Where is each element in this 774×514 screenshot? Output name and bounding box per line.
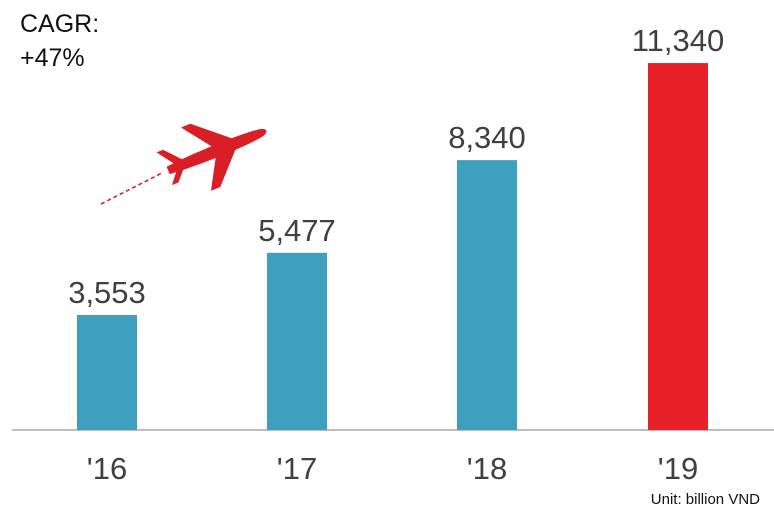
x-tick-label-2: '17 xyxy=(277,451,317,486)
bar-4 xyxy=(648,63,708,430)
cagr-value: +47% xyxy=(20,44,85,72)
value-label-2: 5,477 xyxy=(258,213,336,248)
bar-2 xyxy=(267,252,327,430)
x-tick-labels: '16 '17 '18 '19 xyxy=(87,451,698,486)
cagr-label: CAGR: xyxy=(20,10,100,38)
flight-trail xyxy=(100,172,163,205)
airplane-icon xyxy=(100,123,267,205)
x-tick-label-1: '16 xyxy=(87,451,127,486)
value-label-4: 11,340 xyxy=(632,23,725,58)
bar-series xyxy=(77,63,708,430)
unit-note: Unit: billion VND xyxy=(650,491,760,508)
value-labels: 3,553 5,477 8,340 11,340 xyxy=(68,23,724,310)
value-label-1: 3,553 xyxy=(68,275,146,310)
bar-1 xyxy=(77,315,137,430)
bar-3 xyxy=(457,160,517,430)
x-tick-label-4: '19 xyxy=(658,451,698,486)
value-label-3: 8,340 xyxy=(448,120,526,155)
x-tick-label-3: '18 xyxy=(467,451,507,486)
